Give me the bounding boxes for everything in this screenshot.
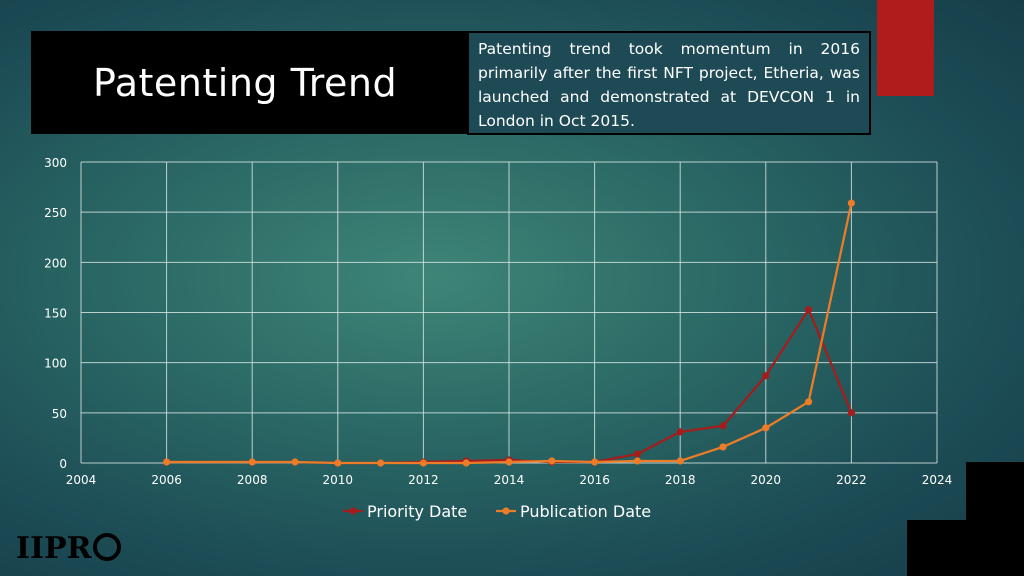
x-tick-label: 2022 — [836, 473, 867, 487]
x-tick-label: 2014 — [494, 473, 525, 487]
x-tick-label: 2020 — [751, 473, 782, 487]
logo-circle-icon — [93, 533, 121, 561]
y-tick-label: 300 — [44, 156, 67, 170]
chart-legend: Priority Date Publication Date — [343, 502, 651, 521]
data-point-priority-date — [762, 372, 770, 380]
legend-label-priority-date: Priority Date — [367, 502, 467, 521]
x-tick-label: 2006 — [151, 473, 182, 487]
data-point-priority-date — [676, 428, 684, 436]
data-point-publication-date — [505, 458, 513, 466]
y-tick-label: 150 — [44, 307, 67, 321]
logo-text: IIPR — [16, 531, 93, 564]
x-tick-label: 2008 — [237, 473, 268, 487]
data-point-publication-date — [419, 459, 427, 467]
data-point-publication-date — [377, 459, 385, 467]
x-tick-label: 2024 — [922, 473, 953, 487]
data-point-priority-date — [633, 450, 642, 458]
data-point-publication-date — [805, 398, 813, 406]
x-tick-label: 2018 — [665, 473, 696, 487]
data-point-publication-date — [548, 457, 556, 465]
y-tick-label: 100 — [44, 357, 67, 371]
data-point-priority-date — [719, 422, 727, 430]
data-point-priority-date — [847, 409, 856, 417]
x-tick-label: 2016 — [579, 473, 610, 487]
y-tick-label: 50 — [52, 407, 67, 421]
data-point-publication-date — [719, 443, 727, 451]
data-point-publication-date — [847, 199, 856, 207]
data-point-publication-date — [591, 458, 599, 466]
iiprd-logo: IIPR — [16, 531, 121, 564]
x-tick-label: 2010 — [323, 473, 354, 487]
x-tick-label: 2004 — [66, 473, 97, 487]
y-tick-label: 250 — [44, 206, 67, 220]
data-point-publication-date — [633, 457, 642, 465]
data-point-publication-date — [291, 458, 299, 466]
chart-grid — [80, 161, 938, 464]
legend-marker-publication-date — [502, 507, 510, 515]
title-box: Patenting Trend — [31, 31, 471, 134]
decorative-black-block — [907, 520, 1024, 576]
series-line-publication-date — [166, 202, 853, 465]
data-point-publication-date — [762, 424, 770, 432]
data-point-publication-date — [163, 458, 171, 466]
x-tick-label: 2012 — [408, 473, 439, 487]
chart-axes: 2004 2006 2008 2010 2012 2014 2016 2018 2020 2022… — [44, 156, 952, 487]
decorative-red-block — [877, 0, 934, 96]
data-point-publication-date — [334, 459, 342, 467]
y-tick-label: 200 — [44, 256, 67, 270]
annotation-note: Patenting trend took momentum in 2016 pr… — [467, 31, 871, 135]
data-point-publication-date — [248, 458, 256, 466]
data-point-publication-date — [676, 457, 684, 465]
chart-series — [163, 199, 856, 467]
page-title: Patenting Trend — [93, 60, 398, 105]
legend-marker-priority-date — [349, 507, 357, 515]
data-point-priority-date — [805, 305, 813, 314]
y-tick-label: 0 — [59, 457, 67, 471]
legend-label-publication-date: Publication Date — [520, 502, 651, 521]
data-point-publication-date — [462, 459, 470, 467]
